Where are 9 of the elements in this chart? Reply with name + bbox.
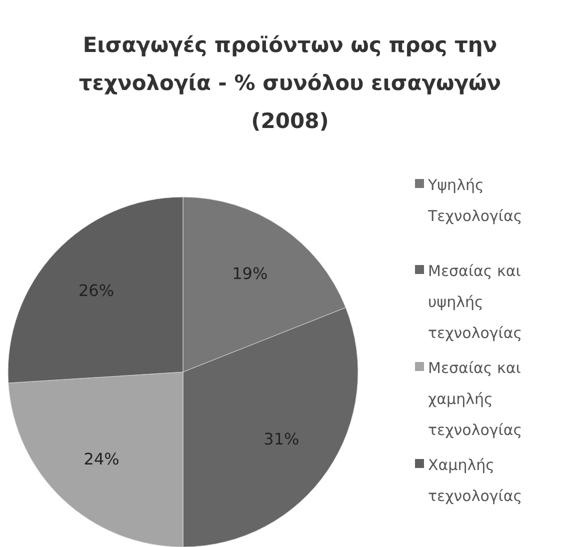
data-label: 19% — [232, 264, 268, 284]
legend-label: Υψηλής Τεχνολογίας — [427, 176, 522, 225]
data-label: 31% — [264, 429, 300, 448]
data-label: 26% — [78, 281, 114, 300]
legend-label: Μεσαίας και χαμηλής τεχνολογίας — [428, 359, 522, 439]
legend-label: Χαμηλής τεχνολογίας — [428, 456, 522, 505]
data-label: 24% — [84, 449, 120, 468]
chart-title: Εισαγωγές προϊόντων ως προς την τεχνολογία - % συνόλου εισαγωγών (2008) — [78, 33, 502, 133]
legend-label: Μεσαίας και υψηλής τεχνολογίας — [428, 262, 522, 342]
